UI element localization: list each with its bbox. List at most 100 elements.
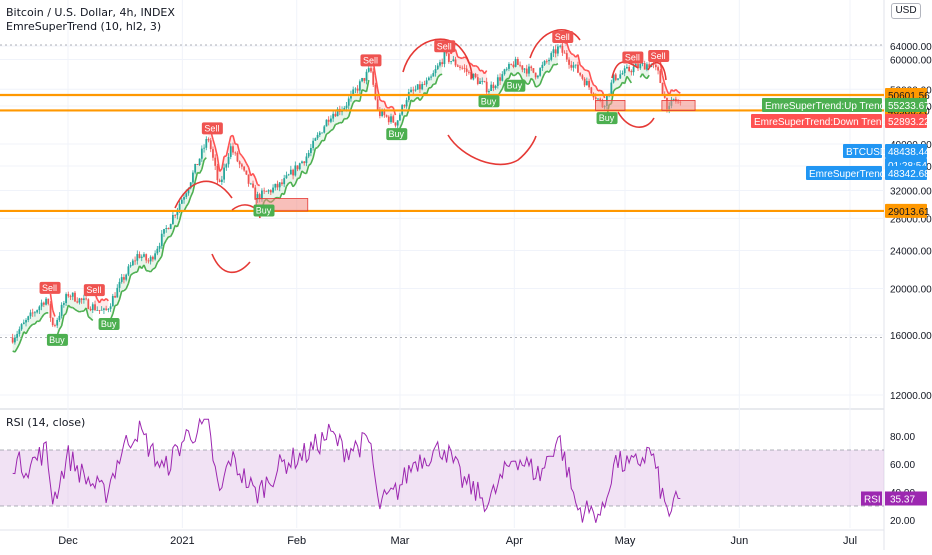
supertrend-down-line	[587, 70, 589, 71]
candle-up	[321, 133, 323, 134]
supertrend-down-line	[391, 106, 393, 107]
candle-down	[139, 254, 141, 258]
rsi-value: 35.37	[890, 494, 915, 505]
candle-up	[203, 148, 205, 149]
candle-up	[306, 156, 308, 163]
supertrend-up-line	[616, 88, 618, 89]
candle-up	[673, 99, 675, 100]
candle-down	[303, 161, 305, 163]
supertrend-up-line	[79, 311, 81, 312]
candle-down	[486, 82, 488, 92]
candle-up	[141, 257, 143, 258]
candle-up	[348, 98, 350, 105]
candle-up	[279, 182, 281, 187]
candle-up	[426, 80, 428, 84]
supertrend-up-line	[315, 147, 317, 148]
candle-up	[16, 334, 18, 338]
candle-up	[435, 69, 437, 73]
candle-down	[54, 325, 56, 326]
candle-up	[390, 116, 392, 122]
candle-up	[646, 64, 648, 69]
sell-label: Sell	[363, 55, 378, 65]
candle-down	[441, 62, 443, 64]
candle-down	[595, 97, 597, 99]
candle-down	[70, 296, 72, 297]
indicator-title[interactable]: EmreSuperTrend (10, hl2, 3)	[6, 20, 161, 33]
candle-down	[270, 190, 272, 192]
candle-down	[114, 296, 116, 298]
candle-up	[626, 67, 628, 68]
candle-up	[544, 61, 546, 65]
candle-up	[179, 204, 181, 210]
candle-down	[655, 65, 657, 67]
sell-label: Sell	[625, 52, 640, 62]
sell-signal: Sell	[202, 122, 223, 134]
candle-up	[504, 69, 506, 74]
candle-up	[479, 81, 481, 84]
candle-down	[94, 304, 96, 310]
candle-down	[254, 188, 256, 200]
supertrend-up-line	[362, 90, 364, 91]
candle-up	[557, 46, 559, 53]
candle-up	[65, 294, 67, 303]
candle-down	[568, 60, 570, 65]
candle-up	[125, 275, 127, 280]
candle-down	[510, 64, 512, 65]
candle-up	[548, 60, 550, 61]
candle-up	[553, 49, 555, 53]
candle-down	[644, 63, 646, 70]
candle-down	[239, 161, 241, 164]
candle-down	[513, 65, 515, 67]
indicator-label-value: 52893.22	[888, 117, 930, 128]
candle-down	[81, 298, 83, 300]
level-price-value: 29013.61	[888, 207, 930, 218]
indicator-label-name: EmreSuperTrend:Up Trend	[765, 101, 885, 112]
candle-up	[14, 338, 16, 343]
rsi-title[interactable]: RSI (14, close)	[6, 416, 85, 429]
candle-down	[535, 73, 537, 78]
currency-button[interactable]: USD	[891, 3, 921, 19]
candle-down	[375, 85, 377, 100]
candle-down	[464, 68, 466, 69]
candle-up	[110, 306, 112, 309]
candle-down	[461, 68, 463, 69]
candle-up	[159, 246, 161, 249]
supertrend-down-line	[458, 57, 460, 58]
supertrend-up-line	[77, 311, 79, 312]
sell-label: Sell	[42, 283, 57, 293]
candle-down	[403, 105, 405, 106]
supertrend-up-line	[153, 268, 155, 269]
candle-up	[354, 89, 356, 90]
candle-up	[610, 83, 612, 94]
indicator-label-name: BTCUSD	[846, 147, 887, 158]
candle-down	[248, 175, 250, 184]
candle-down	[419, 84, 421, 89]
buy-signal: Buy	[504, 80, 525, 92]
candle-up	[361, 78, 363, 81]
supertrend-up-line	[513, 75, 515, 76]
candle-down	[85, 298, 87, 299]
candle-down	[517, 59, 519, 65]
buy-signal: Buy	[254, 205, 275, 217]
candle-down	[134, 261, 136, 262]
candle-down	[263, 190, 265, 191]
candle-up	[573, 65, 575, 67]
candle-up	[132, 261, 134, 266]
candle-up	[121, 277, 123, 282]
candle-up	[72, 293, 74, 297]
sell-signal: Sell	[40, 282, 61, 294]
sell-signal: Sell	[84, 284, 105, 296]
candle-down	[74, 293, 76, 302]
candle-down	[533, 68, 535, 73]
candle-up	[156, 249, 158, 254]
candle-up	[508, 64, 510, 69]
symbol-title[interactable]: Bitcoin / U.S. Dollar, 4h, INDEX	[6, 6, 175, 19]
candle-up	[299, 163, 301, 169]
candle-down	[232, 146, 234, 152]
indicator-label-name: EmreSuperTrend:Down Trend	[754, 117, 887, 128]
candle-up	[312, 141, 314, 148]
candle-up	[310, 148, 312, 153]
candle-down	[423, 84, 425, 85]
